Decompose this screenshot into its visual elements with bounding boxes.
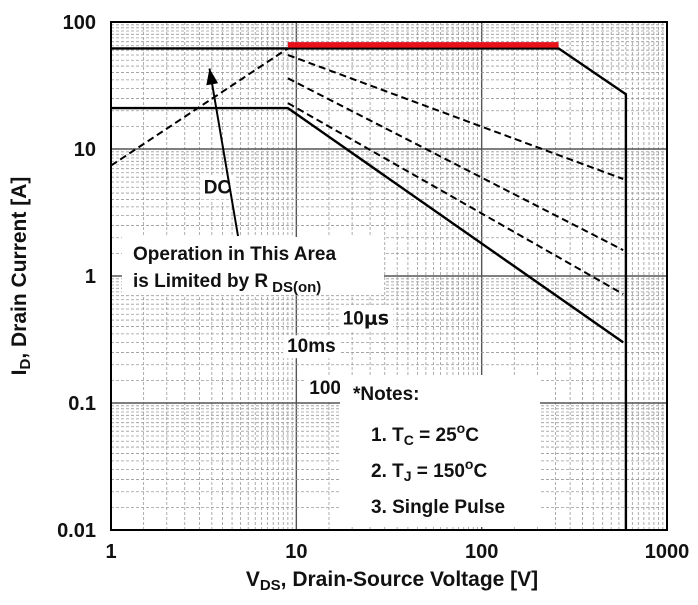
- curve-label-bg-dc: [199, 176, 236, 200]
- y-tick-label: 1: [85, 266, 96, 288]
- curve-10ms: [287, 102, 624, 295]
- tick-labels: 1 10 100 1000 0.01 0.1 1 10 100: [57, 12, 689, 563]
- annotation-arrowhead: [206, 68, 219, 86]
- note-3: 3. Single Pulse: [371, 497, 505, 518]
- y-tick-label: 100: [63, 12, 96, 34]
- annotation-arrow: [208, 68, 239, 237]
- annotation-background: [122, 237, 384, 295]
- curve-label-dc: DC: [204, 177, 232, 198]
- note-2: 2. TJ = 150oC: [371, 456, 487, 484]
- x-tick-label: 100: [465, 541, 498, 563]
- curve-label-10us: 10μs: [343, 307, 389, 329]
- y-tick-label: 10: [74, 139, 96, 161]
- rds-annotation: Operation in This Area is Limited by R DS…: [122, 68, 384, 296]
- annotation-line-1: Operation in This Area: [133, 244, 336, 265]
- curve-label-bg-10us: [338, 306, 394, 331]
- notes-background: [340, 375, 540, 527]
- x-tick-label: 1000: [645, 541, 690, 563]
- x-tick-label: 1: [105, 541, 116, 563]
- rds-limit-line: [110, 47, 289, 167]
- note-1: 1. TC = 25oC: [371, 420, 479, 448]
- x-tick-label: 10: [285, 541, 307, 563]
- y-tick-label: 0.01: [57, 520, 96, 542]
- notes-box: *Notes: 1. TC = 25oC 2. TJ = 150oC 3. Si…: [340, 375, 540, 527]
- y-axis-title: ID, Drain Current [A]: [8, 177, 34, 376]
- notes-title: *Notes:: [353, 384, 420, 405]
- annotation-line-2: is Limited by R DS(on): [133, 271, 321, 296]
- curve-label-10ms: 10ms: [287, 336, 336, 357]
- x-axis-title: VDS, Drain-Source Voltage [V]: [246, 568, 538, 594]
- curve-dc: [111, 106, 624, 344]
- plot-frame: [110, 21, 668, 531]
- curve-10us: [287, 47, 628, 530]
- curve-1ms: [287, 77, 624, 251]
- y-tick-label: 0.1: [68, 393, 96, 415]
- curve-label-bg-10ms: [283, 335, 340, 359]
- curve-100us: [287, 54, 624, 180]
